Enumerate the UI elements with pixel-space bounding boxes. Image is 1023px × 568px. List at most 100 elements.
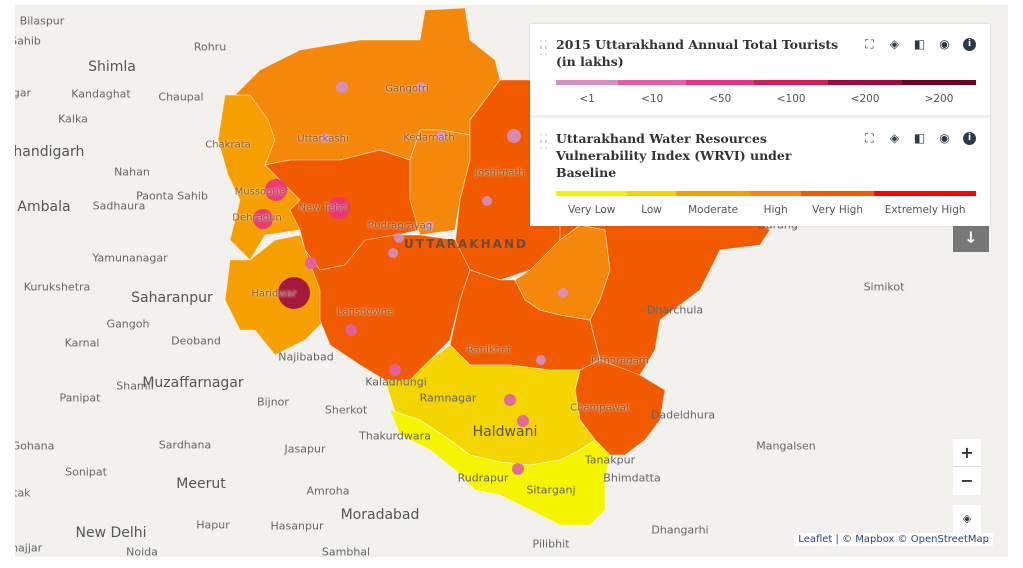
opacity-icon[interactable]: ◧ — [913, 131, 926, 145]
district-region[interactable] — [224, 234, 326, 356]
district-label: Gangotri — [385, 83, 429, 95]
place-label: Rohru — [193, 40, 227, 54]
place-label: ır Sahib — [15, 34, 41, 48]
info-icon[interactable]: i — [963, 132, 976, 145]
legend-swatch — [800, 191, 875, 196]
district-label: Pithoragarh — [591, 355, 649, 367]
place-label: Saharanpur — [131, 290, 213, 306]
leaflet-link[interactable]: Leaflet — [798, 534, 833, 545]
tourist-marker[interactable] — [504, 394, 516, 406]
attribution: Leaflet | © Mapbox © OpenStreetMap — [794, 533, 993, 546]
legend-label: <50 — [709, 93, 732, 105]
tourist-marker[interactable] — [320, 133, 330, 143]
place-label: Kalka — [58, 112, 88, 126]
place-label: Bhimdatta — [603, 471, 661, 485]
legend-color-bar — [556, 80, 976, 85]
tourist-marker[interactable] — [507, 129, 521, 143]
tourist-marker[interactable] — [517, 415, 529, 427]
place-label: Noida — [126, 545, 158, 558]
legend-swatch — [686, 80, 755, 85]
tourist-marker[interactable] — [424, 221, 434, 231]
district-label: Chakrata — [205, 139, 251, 151]
tourist-marker[interactable] — [278, 277, 310, 309]
tourist-marker[interactable] — [389, 364, 401, 376]
district-layer — [217, 7, 771, 526]
legend-swatch — [750, 191, 801, 196]
district-region[interactable] — [389, 409, 611, 526]
tourist-marker[interactable] — [345, 324, 357, 336]
tourist-marker[interactable] — [536, 355, 546, 365]
info-icon[interactable]: i — [963, 38, 976, 51]
place-label: Tanakpur — [584, 453, 636, 467]
legend-label: >200 — [924, 93, 954, 105]
legend-swatch — [556, 191, 628, 196]
legend-swatch — [618, 80, 687, 85]
place-label: Jhajjar — [15, 541, 43, 555]
tourist-marker[interactable] — [482, 196, 492, 206]
district-label: Haridwar — [251, 288, 297, 300]
eye-icon[interactable]: ◉ — [939, 37, 950, 51]
drag-handle-icon[interactable]: ⁚⁚ ⁚⁚ — [539, 132, 549, 152]
layers-icon[interactable]: ◈ — [889, 131, 900, 145]
place-label: Jasapur — [284, 442, 326, 456]
place-label: Karnal — [64, 336, 100, 350]
tourist-marker[interactable] — [388, 248, 398, 258]
tourist-marker[interactable] — [265, 179, 287, 201]
legend-title: 2015 Uttarakhand Annual Total Tourists (… — [556, 37, 839, 69]
place-label: Ambala — [17, 199, 71, 215]
place-label: Haldwani — [472, 424, 538, 440]
legend-label: Very High — [812, 204, 863, 216]
layers-icon[interactable]: ◈ — [889, 37, 900, 51]
place-label: Ramnagar — [419, 391, 477, 405]
place-label: Muzaffarnagar — [142, 375, 244, 391]
layers-button[interactable]: ◈ — [953, 505, 981, 533]
legend-label: <200 — [850, 93, 880, 105]
place-label: Sitarganj — [526, 483, 576, 497]
legend-label: <100 — [776, 93, 806, 105]
legend-layer: ⁚⁚ ⁚⁚ Uttarakhand Water Resources Vulnera… — [530, 118, 990, 226]
tourist-marker[interactable] — [253, 209, 273, 229]
district-label: Lansdowne — [336, 306, 394, 318]
tourist-marker[interactable] — [512, 463, 524, 475]
tourist-marker[interactable] — [558, 288, 568, 298]
zoom-out-button[interactable]: − — [953, 467, 981, 495]
legend-swatch — [874, 191, 976, 196]
tourist-marker[interactable] — [436, 131, 446, 141]
collapse-legend-button[interactable]: ↓ — [953, 224, 989, 252]
tourist-marker[interactable] — [336, 81, 348, 93]
place-label: Shamli — [116, 379, 154, 393]
legend-label: <10 — [641, 93, 664, 105]
legend-swatch — [754, 80, 829, 85]
fullscreen-icon[interactable]: ⛶ — [865, 131, 874, 145]
legend-label: Extremely High — [884, 204, 966, 216]
legend-label: Moderate — [688, 204, 739, 216]
place-label: Chandigarh — [15, 144, 85, 160]
place-label: Kurukshetra — [23, 280, 91, 294]
place-label: Hapur — [196, 518, 230, 532]
tourist-marker[interactable] — [328, 197, 350, 219]
layers-icon: ◈ — [962, 512, 972, 525]
opacity-icon[interactable]: ◧ — [913, 37, 926, 51]
legend-swatch — [556, 80, 619, 85]
district-label: Joshimath — [475, 167, 525, 179]
zoom-in-button[interactable]: + — [953, 439, 981, 467]
place-label: Thakurdwara — [359, 429, 431, 443]
legend-swatch — [902, 80, 976, 85]
district-label: Uttarkashi — [297, 133, 349, 145]
place-label: Bilaspur — [19, 14, 65, 28]
place-label: Najibabad — [278, 350, 334, 364]
place-label: Sardhana — [158, 438, 212, 452]
legend-swatch — [627, 191, 676, 196]
drag-handle-icon[interactable]: ⁚⁚ ⁚⁚ — [539, 38, 549, 58]
district-region[interactable] — [304, 234, 471, 381]
place-label: Dadeldhura — [650, 408, 716, 422]
tourist-marker[interactable] — [416, 82, 426, 92]
place-label: Bijnor — [257, 395, 289, 409]
eye-icon[interactable]: ◉ — [939, 131, 950, 145]
place-label: Nahan — [114, 165, 150, 179]
fullscreen-icon[interactable]: ⛶ — [865, 37, 874, 51]
tourist-marker[interactable] — [394, 233, 404, 243]
tourist-marker[interactable] — [305, 257, 317, 269]
place-label: Moradabad — [340, 507, 420, 523]
legend-swatch — [828, 80, 903, 85]
